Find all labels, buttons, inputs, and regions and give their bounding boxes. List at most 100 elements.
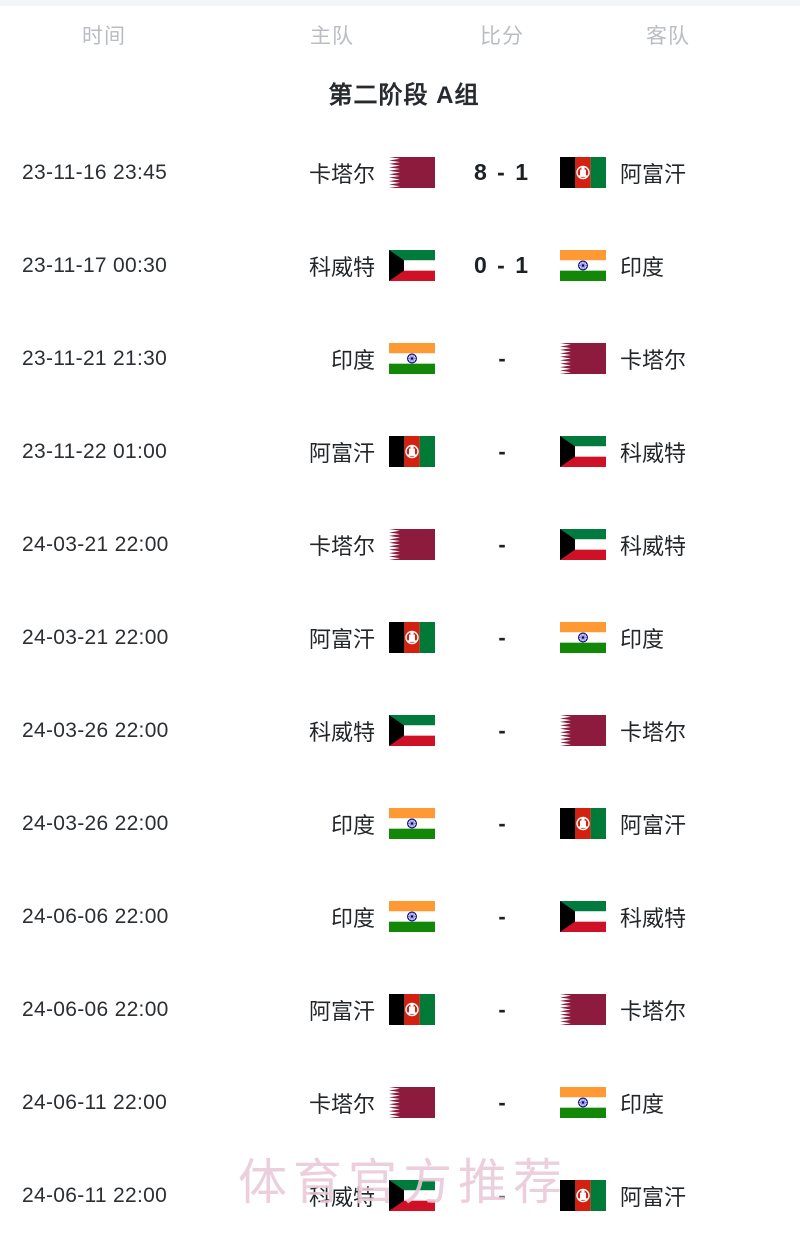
match-row[interactable]: 24-03-26 22:00 印度 - 阿富汗 <box>0 777 800 870</box>
match-row[interactable]: 23-11-22 01:00 阿富汗 - 科威特 <box>0 405 800 498</box>
section-title: 第二阶段 A组 <box>328 82 480 109</box>
match-datetime: 24-06-11 22:00 <box>22 1090 168 1114</box>
afghanistan-flag-icon <box>560 157 606 188</box>
match-row[interactable]: 23-11-21 21:30 印度 - 卡塔尔 <box>0 312 800 405</box>
match-datetime: 24-06-06 22:00 <box>22 997 169 1021</box>
home-team-name: 科威特 <box>308 1184 375 1210</box>
qatar-flag-icon <box>560 343 606 374</box>
qatar-flag-icon <box>389 157 435 188</box>
match-row[interactable]: 24-03-26 22:00 科威特 - 卡塔尔 <box>0 684 800 777</box>
away-team: 科威特 <box>560 498 790 591</box>
kuwait-flag-icon <box>389 1180 435 1211</box>
home-team-name: 卡塔尔 <box>308 1091 375 1117</box>
match-row[interactable]: 24-03-21 22:00 阿富汗 - 印度 <box>0 591 800 684</box>
match-score: - <box>498 438 506 464</box>
away-team: 科威特 <box>560 405 790 498</box>
home-team-name: 科威特 <box>308 254 375 280</box>
home-team: 科威特 <box>230 1149 435 1233</box>
match-datetime: 23-11-16 23:45 <box>22 160 168 184</box>
afghanistan-flag-icon <box>389 994 435 1025</box>
kuwait-flag-icon <box>560 436 606 467</box>
india-flag-icon <box>389 343 435 374</box>
home-team-name: 印度 <box>330 347 375 373</box>
away-team-name: 阿富汗 <box>620 812 687 838</box>
away-team-name: 卡塔尔 <box>620 347 687 373</box>
match-score: - <box>498 1089 506 1115</box>
qatar-flag-icon <box>389 529 435 560</box>
home-team-name: 卡塔尔 <box>308 533 375 559</box>
away-team: 科威特 <box>560 870 790 963</box>
away-team: 卡塔尔 <box>560 963 790 1056</box>
away-team: 印度 <box>560 591 790 684</box>
match-score: 8 - 1 <box>473 159 531 185</box>
away-team: 阿富汗 <box>560 777 790 870</box>
home-team-name: 科威特 <box>308 719 375 745</box>
home-team: 科威特 <box>230 684 435 777</box>
kuwait-flag-icon <box>560 901 606 932</box>
column-header-time: 时间 <box>82 25 126 48</box>
match-datetime: 24-03-21 22:00 <box>22 625 169 649</box>
away-team: 卡塔尔 <box>560 312 790 405</box>
away-team-name: 印度 <box>620 254 665 280</box>
match-datetime: 24-03-26 22:00 <box>22 718 169 742</box>
match-datetime: 24-06-11 22:00 <box>22 1183 168 1207</box>
afghanistan-flag-icon <box>560 1180 606 1211</box>
afghanistan-flag-icon <box>389 622 435 653</box>
match-score: - <box>498 531 506 557</box>
column-header-row: 时间 主队 比分 客队 <box>0 6 800 68</box>
match-list: 23-11-16 23:45 卡塔尔 8 - 1 阿富汗 23-11-17 00:30 科… <box>0 126 800 1233</box>
home-team: 阿富汗 <box>230 963 435 1056</box>
match-row[interactable]: 23-11-17 00:30 科威特 0 - 1 印度 <box>0 219 800 312</box>
india-flag-icon <box>560 622 606 653</box>
away-team-name: 科威特 <box>620 905 687 931</box>
home-team-name: 阿富汗 <box>308 998 375 1024</box>
away-team-name: 阿富汗 <box>620 1184 687 1210</box>
match-row[interactable]: 24-03-21 22:00 卡塔尔 - 科威特 <box>0 498 800 591</box>
match-row[interactable]: 24-06-11 22:00 科威特 - 阿富汗 <box>0 1149 800 1233</box>
home-team: 卡塔尔 <box>230 1056 435 1149</box>
away-team: 印度 <box>560 1056 790 1149</box>
home-team: 阿富汗 <box>230 591 435 684</box>
match-score: - <box>498 345 506 371</box>
qatar-flag-icon <box>560 994 606 1025</box>
match-datetime: 24-03-26 22:00 <box>22 811 169 835</box>
home-team: 印度 <box>230 777 435 870</box>
match-row[interactable]: 24-06-11 22:00 卡塔尔 - 印度 <box>0 1056 800 1149</box>
home-team-name: 阿富汗 <box>308 440 375 466</box>
away-team: 阿富汗 <box>560 126 790 219</box>
home-team: 阿富汗 <box>230 405 435 498</box>
qatar-flag-icon <box>389 1087 435 1118</box>
india-flag-icon <box>389 901 435 932</box>
home-team-name: 印度 <box>330 812 375 838</box>
kuwait-flag-icon <box>560 529 606 560</box>
match-score: - <box>498 717 506 743</box>
away-team-name: 印度 <box>620 626 665 652</box>
home-team: 卡塔尔 <box>230 498 435 591</box>
home-team: 印度 <box>230 312 435 405</box>
column-header-score: 比分 <box>480 25 524 48</box>
match-row[interactable]: 24-06-06 22:00 阿富汗 - 卡塔尔 <box>0 963 800 1056</box>
home-team-name: 阿富汗 <box>308 626 375 652</box>
home-team: 卡塔尔 <box>230 126 435 219</box>
match-datetime: 23-11-21 21:30 <box>22 346 168 370</box>
away-team: 印度 <box>560 219 790 312</box>
away-team-name: 卡塔尔 <box>620 719 687 745</box>
home-team-name: 印度 <box>330 905 375 931</box>
kuwait-flag-icon <box>389 250 435 281</box>
afghanistan-flag-icon <box>560 808 606 839</box>
away-team: 阿富汗 <box>560 1149 790 1233</box>
india-flag-icon <box>560 1087 606 1118</box>
match-row[interactable]: 24-06-06 22:00 印度 - 科威特 <box>0 870 800 963</box>
top-divider <box>0 0 800 6</box>
away-team-name: 阿富汗 <box>620 161 687 187</box>
match-datetime: 24-03-21 22:00 <box>22 532 169 556</box>
away-team-name: 卡塔尔 <box>620 998 687 1024</box>
match-score: - <box>498 624 506 650</box>
away-team-name: 科威特 <box>620 440 687 466</box>
match-datetime: 23-11-22 01:00 <box>22 439 168 463</box>
column-header-home: 主队 <box>310 25 354 48</box>
match-row[interactable]: 23-11-16 23:45 卡塔尔 8 - 1 阿富汗 <box>0 126 800 219</box>
home-team: 印度 <box>230 870 435 963</box>
column-header-away: 客队 <box>646 25 690 48</box>
